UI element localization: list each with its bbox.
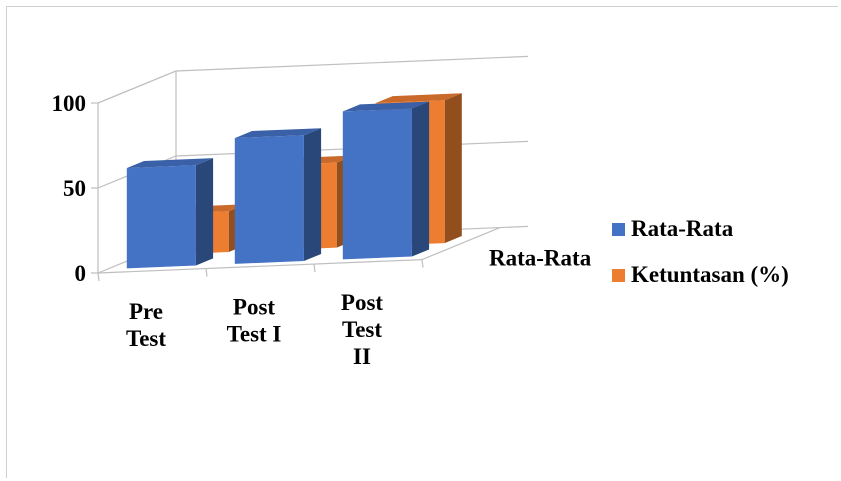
legend-label-series-2: Ketuntasan (%) — [631, 262, 789, 288]
x-category-label-line: Post — [233, 294, 276, 319]
x-tick-2 — [314, 264, 315, 272]
x-category-label-1: Post Test I — [227, 294, 282, 346]
x-tick-0 — [98, 273, 99, 281]
y-tick-label-0: 0 — [75, 261, 87, 286]
bar-rata-rata-0 — [127, 158, 213, 268]
legend-label-series-1: Rata-Rata — [631, 216, 733, 242]
depth-axis-label: Rata-Rata — [489, 246, 592, 271]
bar-side-face — [304, 128, 321, 261]
bar-front-face — [343, 109, 412, 260]
x-category-label-line: II — [353, 344, 371, 369]
bar-rata-rata-1 — [235, 128, 321, 264]
x-category-label-line: Post — [341, 290, 384, 315]
x-category-label-0: Pre Test — [126, 299, 166, 351]
x-category-label-line: Test — [342, 317, 382, 342]
gridline-100 — [98, 56, 528, 103]
bar-rata-rata-2 — [343, 102, 429, 260]
bar-side-face — [196, 158, 213, 265]
bar-front-face — [127, 165, 196, 268]
y-tick-label-100: 100 — [52, 91, 87, 116]
legend-item-series-1: Rata-Rata — [612, 206, 789, 252]
x-tick-3 — [422, 260, 423, 268]
bars — [127, 93, 462, 268]
bar-side-face — [412, 102, 429, 257]
x-category-label-2: Post Test II — [341, 290, 384, 369]
x-category-label-line: Test — [126, 326, 166, 351]
legend-item-series-2: Ketuntasan (%) — [612, 252, 789, 298]
bar-front-face — [235, 135, 304, 264]
x-category-label-line: Test I — [227, 321, 282, 346]
legend-swatch-series-1 — [612, 223, 625, 236]
bar-side-face — [445, 93, 462, 243]
y-tick-label-50: 50 — [63, 176, 86, 201]
x-tick-1 — [206, 269, 207, 277]
x-category-label-line: Pre — [129, 299, 163, 324]
legend: Rata-Rata Ketuntasan (%) — [612, 206, 789, 298]
legend-swatch-series-2 — [612, 269, 625, 282]
